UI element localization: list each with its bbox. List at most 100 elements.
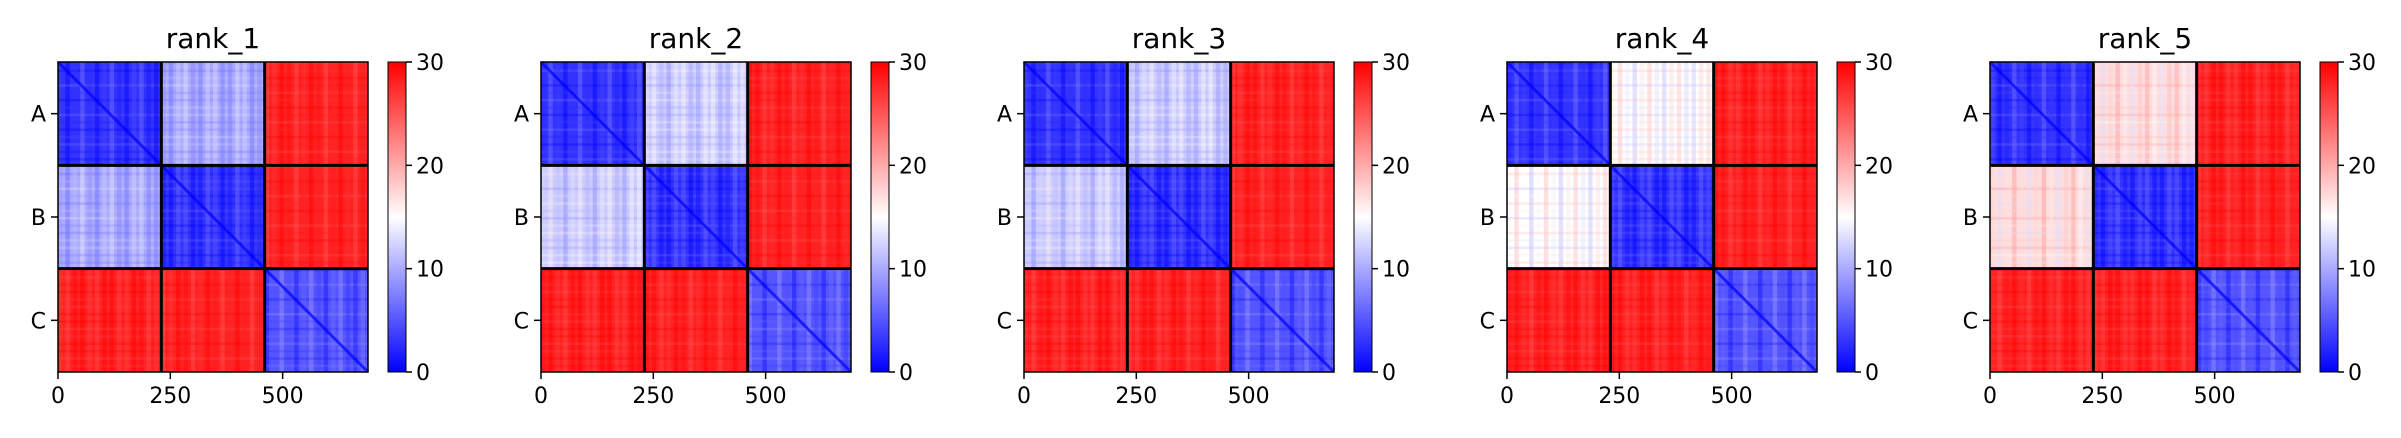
heatmap-block-C-C: [263, 267, 370, 374]
heatmap-block-B-C: [747, 165, 851, 269]
y-tick-label: C: [31, 309, 46, 334]
heatmap-block-A-A: [539, 60, 646, 167]
colorbar-tick-label: 0: [416, 361, 430, 386]
heatmap-block-A-C: [1713, 62, 1817, 166]
heatmap-block-C-A: [541, 268, 645, 372]
heatmap-block-A-A: [56, 60, 163, 167]
colorbar: 0 10 20 30: [2319, 51, 2376, 386]
colorbar-tick-label: 20: [899, 154, 927, 179]
x-tick-label: 0: [1983, 384, 1997, 409]
y-tick-label: B: [997, 206, 1012, 231]
heatmap-block-C-C: [1229, 267, 1336, 374]
y-tick-label: C: [514, 309, 529, 334]
panel-title: rank_5: [2098, 22, 2192, 55]
heatmap-block-B-B: [1609, 164, 1715, 270]
heatmap-block-A-C: [1230, 62, 1334, 166]
heatmap-block-B-A: [1990, 165, 2094, 269]
colorbar-tick-label: 0: [1382, 361, 1396, 386]
colorbar-tick-label: 10: [2348, 258, 2376, 283]
x-tick-label: 250: [632, 384, 674, 409]
panel-title: rank_2: [649, 22, 743, 55]
heatmap-block-A-B: [1127, 62, 1231, 166]
colorbar-tick-label: 0: [2348, 361, 2362, 386]
heatmap-block-B-A: [541, 165, 645, 269]
heatmap-block-C-C: [746, 267, 853, 374]
y-tick-label: B: [514, 206, 529, 231]
colorbar-tick-label: 10: [1382, 258, 1410, 283]
heatmap-panel-2: rank_2 A B C 0 250 500 0 10 20 30: [514, 22, 927, 409]
y-tick-label: C: [1963, 309, 1978, 334]
heatmap-block-B-A: [1024, 165, 1128, 269]
y-tick-label: C: [1480, 309, 1495, 334]
x-tick-label: 0: [534, 384, 548, 409]
x-tick-label: 0: [51, 384, 65, 409]
y-tick-label: C: [997, 309, 1012, 334]
colorbar-tick-label: 10: [416, 258, 444, 283]
heatmap-block-C-B: [1610, 268, 1714, 372]
heatmap-block-A-B: [1610, 62, 1714, 166]
colorbar-tick-label: 30: [2348, 51, 2376, 76]
colorbar-tick-label: 10: [1865, 258, 1893, 283]
x-tick-label: 500: [1711, 384, 1753, 409]
colorbar-tick-label: 20: [1865, 154, 1893, 179]
colorbar-tick-label: 30: [416, 51, 444, 76]
y-tick-label: B: [1963, 206, 1978, 231]
colorbar: 0 10 20 30: [1353, 51, 1410, 386]
heatmap-block-C-C: [2195, 267, 2302, 374]
y-tick-label: B: [1480, 206, 1495, 231]
y-tick-label: A: [31, 103, 46, 128]
panel-title: rank_4: [1615, 22, 1709, 55]
y-tick-label: A: [514, 103, 529, 128]
x-tick-label: 500: [745, 384, 787, 409]
heatmap-block-A-B: [644, 62, 748, 166]
heatmap-block-A-A: [1988, 60, 2095, 167]
heatmap-block-B-A: [1507, 165, 1611, 269]
colorbar-tick-label: 30: [1382, 51, 1410, 76]
y-tick-label: A: [997, 103, 1012, 128]
colorbar: 0 10 20 30: [1836, 51, 1893, 386]
heatmap-block-C-B: [161, 268, 265, 372]
colorbar-tick-label: 20: [1382, 154, 1410, 179]
panel-title: rank_3: [1132, 22, 1226, 55]
x-tick-label: 250: [1115, 384, 1157, 409]
colorbar: 0 10 20 30: [870, 51, 927, 386]
panel-title: rank_1: [166, 22, 260, 55]
heatmap-block-B-B: [160, 164, 266, 270]
heatmap-panel-1: rank_1 A B C 0 250 500 0 10 20 30: [31, 22, 444, 409]
heatmap-block-B-C: [1230, 165, 1334, 269]
colorbar-tick-label: 20: [416, 154, 444, 179]
heatmap-block-A-C: [2196, 62, 2300, 166]
colorbar-tick-label: 0: [1865, 361, 1879, 386]
heatmap-block-B-A: [58, 165, 162, 269]
heatmap-block-C-A: [1507, 268, 1611, 372]
heatmap-block-B-C: [2196, 165, 2300, 269]
heatmap-block-C-A: [1990, 268, 2094, 372]
x-tick-label: 0: [1500, 384, 1514, 409]
colorbar-tick-label: 0: [899, 361, 913, 386]
heatmap-block-C-A: [1024, 268, 1128, 372]
x-tick-label: 500: [262, 384, 304, 409]
heatmap-block-C-A: [58, 268, 162, 372]
heatmap-block-A-A: [1505, 60, 1612, 167]
colorbar-tick-label: 30: [1865, 51, 1893, 76]
x-tick-label: 250: [1598, 384, 1640, 409]
x-tick-label: 250: [149, 384, 191, 409]
heatmap-panel-3: rank_3 A B C 0 250 500 0 10 20 30: [997, 22, 1410, 409]
colorbar-tick-label: 30: [899, 51, 927, 76]
heatmap-block-C-C: [1712, 267, 1819, 374]
heatmap-block-C-B: [1127, 268, 1231, 372]
heatmap-block-B-C: [1713, 165, 1817, 269]
heatmap-block-C-B: [644, 268, 748, 372]
x-tick-label: 500: [1228, 384, 1270, 409]
heatmap-block-B-B: [643, 164, 749, 270]
heatmap-block-B-B: [1126, 164, 1232, 270]
heatmap-block-A-B: [2093, 62, 2197, 166]
colorbar: 0 10 20 30: [387, 51, 444, 386]
y-tick-label: A: [1963, 103, 1978, 128]
x-tick-label: 0: [1017, 384, 1031, 409]
heatmap-block-A-B: [161, 62, 265, 166]
heatmap-block-C-B: [2093, 268, 2197, 372]
y-tick-label: A: [1480, 103, 1495, 128]
heatmap-block-B-C: [264, 165, 368, 269]
